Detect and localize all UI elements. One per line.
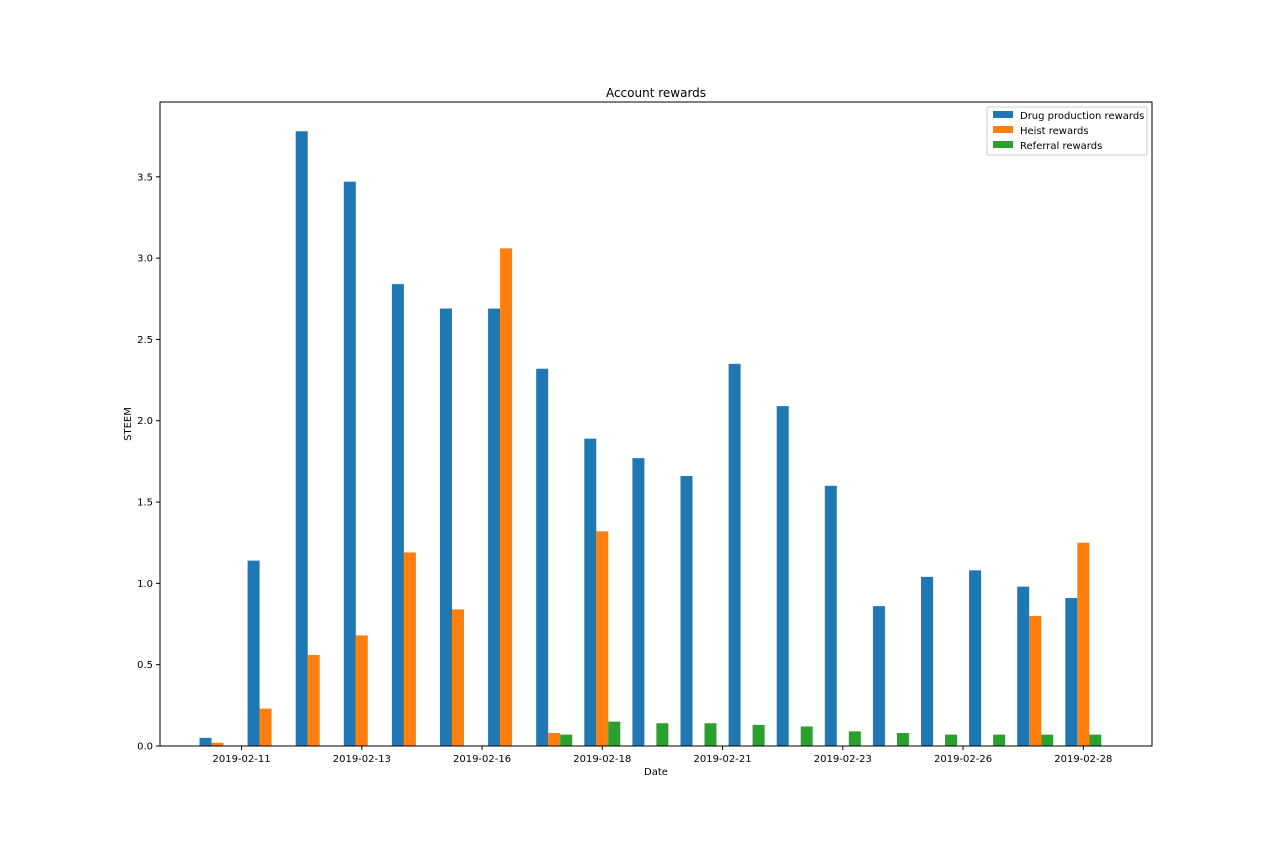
- bar-series0-1: [247, 560, 260, 746]
- bar-series0-15: [921, 576, 933, 746]
- y-axis-label: STEEM: [123, 407, 134, 441]
- bar-series2-14: [896, 732, 909, 746]
- legend-label-1: Heist rewards: [1020, 126, 1089, 137]
- x-tick-label-7: 2019-02-28: [1054, 754, 1112, 765]
- bar-series0-10: [680, 476, 693, 746]
- bar-series0-6: [488, 308, 501, 746]
- chart-title: Account rewards: [606, 86, 706, 100]
- bar-series1-2: [307, 654, 320, 746]
- bar-series0-2: [295, 131, 308, 746]
- y-tick-label-1: 0.5: [137, 660, 153, 671]
- x-tick-label-0: 2019-02-11: [212, 754, 270, 765]
- bar-series2-16: [993, 734, 1006, 746]
- y-tick-label-4: 2.0: [137, 416, 153, 427]
- y-tick-label-0: 0.0: [137, 742, 153, 753]
- bar-series2-13: [848, 731, 861, 746]
- bar-series2-9: [656, 723, 669, 746]
- bar-series0-12: [776, 406, 789, 746]
- y-tick-label-5: 2.5: [137, 335, 153, 346]
- x-tick-label-5: 2019-02-23: [814, 754, 872, 765]
- bar-series0-16: [969, 570, 982, 746]
- bar-series0-9: [632, 458, 645, 746]
- bar-series0-18: [1065, 598, 1078, 746]
- bar-series0-3: [343, 181, 356, 746]
- legend-label-2: Referral rewards: [1020, 141, 1102, 152]
- x-tick-label-2: 2019-02-16: [453, 754, 511, 765]
- bar-series1-17: [1029, 615, 1042, 746]
- bar-series0-7: [536, 368, 549, 746]
- bar-series1-5: [452, 609, 464, 746]
- legend-box: [986, 106, 1148, 156]
- legend-items: Drug production rewards Heist rewards Refe…: [993, 111, 1144, 152]
- legend-swatch-1: [993, 126, 1013, 133]
- bar-series1-7: [548, 732, 561, 746]
- y-tick-label-6: 3.0: [137, 254, 153, 265]
- bars-group: [199, 131, 1102, 747]
- bar-series0-5: [440, 308, 452, 746]
- x-tick-label-6: 2019-02-26: [934, 754, 992, 765]
- bar-series1-3: [355, 635, 368, 746]
- bar-series0-17: [1017, 586, 1030, 746]
- bar-series1-4: [403, 552, 416, 746]
- legend-swatch-0: [993, 111, 1013, 118]
- x-tick-label-3: 2019-02-18: [573, 754, 631, 765]
- y-tick-label-2: 1.0: [137, 579, 153, 590]
- bar-series2-8: [608, 721, 621, 746]
- bar-series1-8: [596, 531, 609, 746]
- bar-series0-13: [824, 485, 837, 746]
- y-tick-label-7: 3.5: [137, 172, 153, 183]
- bar-series2-7: [560, 734, 573, 746]
- y-tick-label-3: 1.5: [137, 498, 153, 509]
- legend-swatch-2: [993, 141, 1013, 148]
- bar-series0-8: [584, 438, 597, 746]
- x-tick-label-4: 2019-02-21: [693, 754, 751, 765]
- legend: Drug production rewards Heist rewards Refe…: [986, 106, 1148, 156]
- x-tick-label-1: 2019-02-13: [333, 754, 391, 765]
- bar-series0-0: [199, 737, 212, 746]
- bar-series0-4: [391, 284, 404, 746]
- bar-series2-17: [1041, 734, 1054, 746]
- bar-series1-1: [259, 708, 272, 746]
- legend-label-0: Drug production rewards: [1020, 111, 1144, 122]
- bar-series1-18: [1077, 542, 1090, 746]
- x-axis-ticks: 2019-02-11 2019-02-13 2019-02-16 2019-02-18…: [212, 746, 1112, 765]
- bar-series2-15: [945, 734, 957, 746]
- bar-series0-14: [872, 606, 885, 746]
- bar-series2-11: [752, 724, 765, 746]
- bar-series2-10: [704, 723, 717, 746]
- bar-series0-11: [728, 363, 741, 746]
- bar-series1-0: [211, 742, 224, 746]
- bar-series2-12: [800, 726, 813, 746]
- x-axis-label: Date: [644, 767, 668, 778]
- plot-frame: [159, 101, 1153, 747]
- bar-series2-18: [1089, 734, 1102, 746]
- bar-series1-6: [500, 248, 513, 747]
- y-axis-ticks: 0.0 0.5 1.0 1.5 2.0 2.5 3.0 3.5: [137, 172, 160, 753]
